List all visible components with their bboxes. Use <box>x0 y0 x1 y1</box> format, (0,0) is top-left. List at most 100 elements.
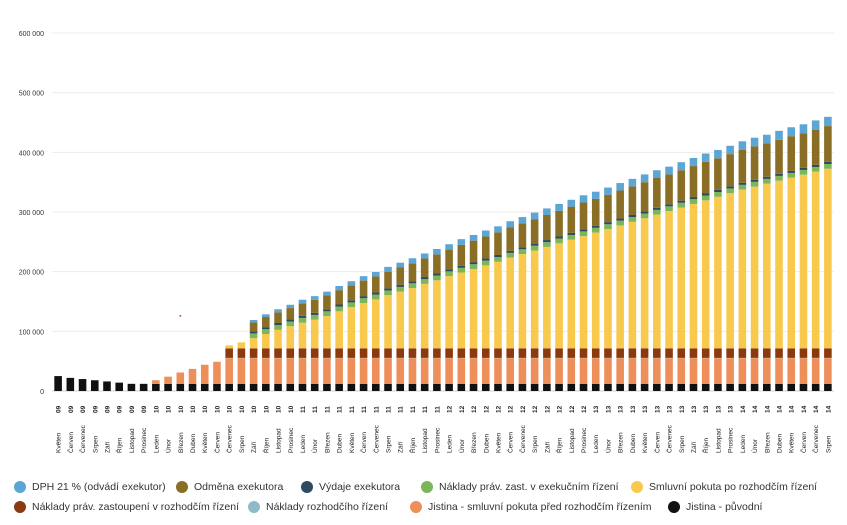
bar-segment <box>738 141 747 150</box>
bar-segment <box>530 358 539 384</box>
x-tick-year: 14 <box>789 405 796 413</box>
bar-segment <box>726 193 734 349</box>
legend-swatch-vydaje-exekutora <box>301 481 313 493</box>
legend-label-odmena-exekutora: Odměna exekutora <box>194 481 284 493</box>
x-tick-year: 13 <box>593 405 600 413</box>
bar-segment <box>262 317 270 328</box>
bar-segment <box>628 186 637 215</box>
bar-segment <box>347 281 356 286</box>
x-tick-year: 11 <box>410 406 417 413</box>
legend-item-dph[interactable]: DPH 21 % (odvádí exekutor) <box>14 478 166 496</box>
bar-segment <box>591 348 600 358</box>
bar-segment <box>518 247 527 250</box>
bar-segment <box>506 250 514 253</box>
legend-label-jistina-smluvni: Jistina - smluvní pokuta před rozhodčím … <box>428 501 652 513</box>
bar-segment <box>481 358 490 384</box>
bar-segment <box>469 358 478 384</box>
x-tick-month: Únor <box>603 438 612 453</box>
bar-segment <box>750 348 759 358</box>
bar-segment <box>249 348 258 358</box>
bar-segment <box>628 217 637 222</box>
bar-segment <box>420 253 429 259</box>
bar-segment <box>775 180 783 349</box>
legend-item-odmena-exekutora[interactable]: Odměna exekutora <box>176 478 283 496</box>
legend-item-smluvni-pokuta-po[interactable]: Smluvní pokuta po rozhodčím řízení <box>631 478 817 496</box>
bar-segment <box>506 221 514 228</box>
bar-segment <box>799 169 808 175</box>
x-tick-year: 11 <box>398 406 405 413</box>
bar-segment <box>824 163 832 169</box>
x-tick-year: 12 <box>520 405 527 413</box>
x-tick-year: 12 <box>508 405 515 413</box>
bar-segment <box>323 383 331 391</box>
x-tick-month: Září <box>104 441 111 453</box>
bar-segment <box>323 316 331 349</box>
bar-segment <box>591 358 600 384</box>
bar-segment <box>591 198 600 226</box>
legend-item-naklady-rozhodci-zastoupeni[interactable]: Náklady práv. zastoupení v rozhodčím říz… <box>14 498 239 516</box>
bar-segment <box>714 189 722 193</box>
bar-segment <box>249 358 258 384</box>
x-tick-month: Listopad <box>715 428 722 453</box>
x-tick-year: 09 <box>104 405 111 413</box>
bar-segment <box>616 218 624 221</box>
bar-segment <box>665 174 673 205</box>
bar-segment <box>653 170 661 178</box>
bar-segment <box>445 358 453 384</box>
x-tick-year: 11 <box>337 406 344 413</box>
bar-segment <box>274 325 282 330</box>
bar-segment <box>335 383 343 391</box>
x-tick-year: 10 <box>166 405 173 413</box>
x-tick-year: 14 <box>777 405 784 413</box>
bar-segment <box>750 358 759 384</box>
bar-segment <box>384 271 392 289</box>
legend-label-naklady-rozhodci-zastoupeni: Náklady práv. zastoupení v rozhodčím říz… <box>32 501 239 513</box>
x-tick-month: Leden <box>740 435 747 453</box>
x-tick-month: Leden <box>300 435 307 453</box>
bar-segment <box>396 284 405 287</box>
bar-segment <box>811 166 820 172</box>
x-tick-month: Únor <box>164 438 173 453</box>
bar-segment <box>518 383 527 391</box>
bar-segment <box>567 383 576 391</box>
bar-segment <box>359 302 368 349</box>
bar-segment <box>457 272 466 349</box>
bar-segment <box>799 133 808 168</box>
x-tick-year: 11 <box>349 406 356 413</box>
bar-segment <box>494 261 502 349</box>
bar-segment <box>738 189 747 349</box>
bar-segment <box>408 283 417 289</box>
bar-segment <box>420 279 429 284</box>
bar-segment <box>763 143 771 177</box>
bar-segment <box>372 294 380 300</box>
bar-segment <box>457 265 466 268</box>
bar-segment <box>543 240 551 243</box>
legend-item-jistina-smluvni[interactable]: Jistina - smluvní pokuta před rozhodčím … <box>410 498 652 516</box>
bar-segment <box>726 154 734 187</box>
bar-segment <box>298 383 307 391</box>
bar-segment <box>310 348 319 358</box>
legend-item-naklady-rozhodciho-rizeni[interactable]: Náklady rozhodčího řízení <box>248 498 388 516</box>
legend-item-naklady-exekucni[interactable]: Náklady práv. zast. v exekučním řízení <box>421 478 619 496</box>
bar-segment <box>310 319 319 349</box>
bar-segment <box>763 176 771 179</box>
bar-segment <box>750 179 759 182</box>
bar-segment <box>347 348 356 358</box>
bar-segment <box>555 348 563 358</box>
bar-segment <box>775 358 783 384</box>
bar-segment <box>323 358 331 384</box>
bar-segment <box>298 348 307 358</box>
legend-item-vydaje-exekutora[interactable]: Výdaje exekutora <box>301 478 400 496</box>
x-tick-year: 13 <box>715 405 722 413</box>
x-tick-year: 09 <box>129 405 136 413</box>
bar-segment <box>396 267 405 285</box>
bar-segment <box>164 383 172 391</box>
bar-segment <box>347 300 356 303</box>
bar-segment <box>139 383 148 391</box>
bar-segment <box>298 303 307 316</box>
bar-segment <box>701 200 710 349</box>
bar-segment <box>372 299 380 349</box>
bar-segment <box>677 162 686 171</box>
legend-item-jistina-puvodni[interactable]: Jistina - původní <box>668 498 762 516</box>
x-tick-year: 11 <box>422 406 429 413</box>
